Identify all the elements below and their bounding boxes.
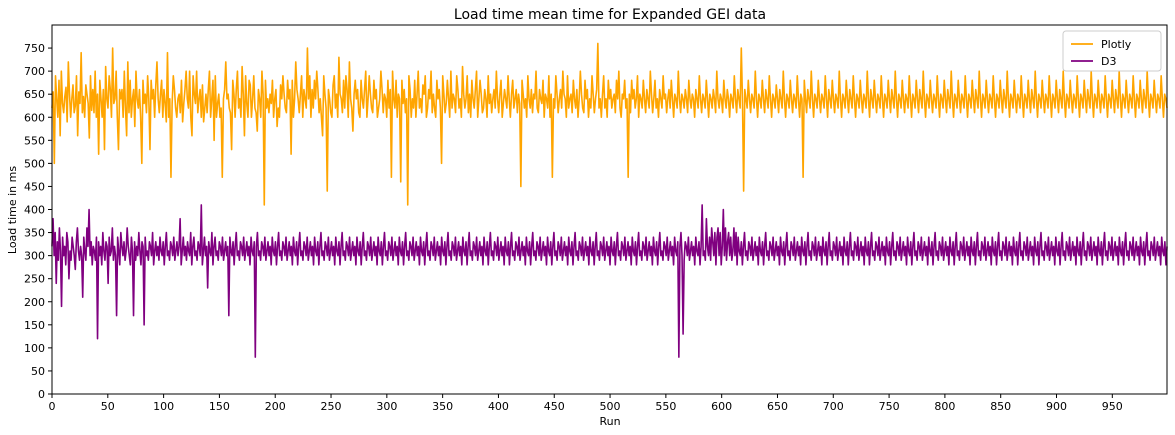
x-tick-label: 500: [600, 400, 621, 413]
y-tick-label: 500: [24, 157, 45, 170]
series-line-plotly: [51, 42, 1168, 206]
x-tick-label: 600: [711, 400, 732, 413]
y-tick-label: 550: [24, 134, 45, 147]
x-tick-label: 50: [101, 400, 115, 413]
x-tick-label: 100: [153, 400, 174, 413]
x-tick-label: 300: [376, 400, 397, 413]
axes-layer: 0 50 100 150 200 250 300 350 400 450 500 550 600 650 7…: [24, 24, 1168, 413]
y-tick-label: 50: [31, 365, 45, 378]
chart-title: Load time mean time for Expanded GEI dat…: [454, 7, 766, 23]
y-tick-label: 0: [38, 388, 45, 401]
x-tick-label: 550: [655, 400, 676, 413]
y-tick-label: 300: [24, 250, 45, 263]
legend: Plotly D3: [1062, 30, 1162, 72]
x-tick-label: 850: [990, 400, 1011, 413]
y-axis-label: Load time in ms: [6, 166, 19, 254]
y-tick-label: 150: [24, 319, 45, 332]
y-tick-label: 750: [24, 42, 45, 55]
y-tick-label: 250: [24, 273, 45, 286]
y-tick-label: 450: [24, 180, 45, 193]
x-axis-label: Run: [599, 415, 620, 428]
x-tick-label: 250: [321, 400, 342, 413]
y-tick-label: 650: [24, 88, 45, 101]
y-tick-label: 600: [24, 111, 45, 124]
x-tick-label: 400: [488, 400, 509, 413]
y-tick-label: 200: [24, 296, 45, 309]
x-tick-label: 450: [544, 400, 565, 413]
x-tick-label: 200: [265, 400, 286, 413]
x-tick-label: 750: [879, 400, 900, 413]
x-tick-label: 800: [934, 400, 955, 413]
x-tick-label: 350: [432, 400, 453, 413]
y-tick-label: 100: [24, 342, 45, 355]
legend-label-d3: D3: [1101, 55, 1116, 68]
x-tick-label: 700: [823, 400, 844, 413]
x-tick-label: 650: [767, 400, 788, 413]
y-tick-label: 700: [24, 65, 45, 78]
y-tick-label: 400: [24, 204, 45, 217]
x-tick-label: 150: [209, 400, 230, 413]
series-layer: [51, 42, 1168, 358]
legend-label-plotly: Plotly: [1101, 38, 1132, 51]
x-tick-label: 950: [1102, 400, 1123, 413]
x-tick-label: 0: [49, 400, 56, 413]
x-tick-label: 900: [1046, 400, 1067, 413]
y-tick-label: 350: [24, 227, 45, 240]
series-line-d3: [51, 204, 1168, 358]
